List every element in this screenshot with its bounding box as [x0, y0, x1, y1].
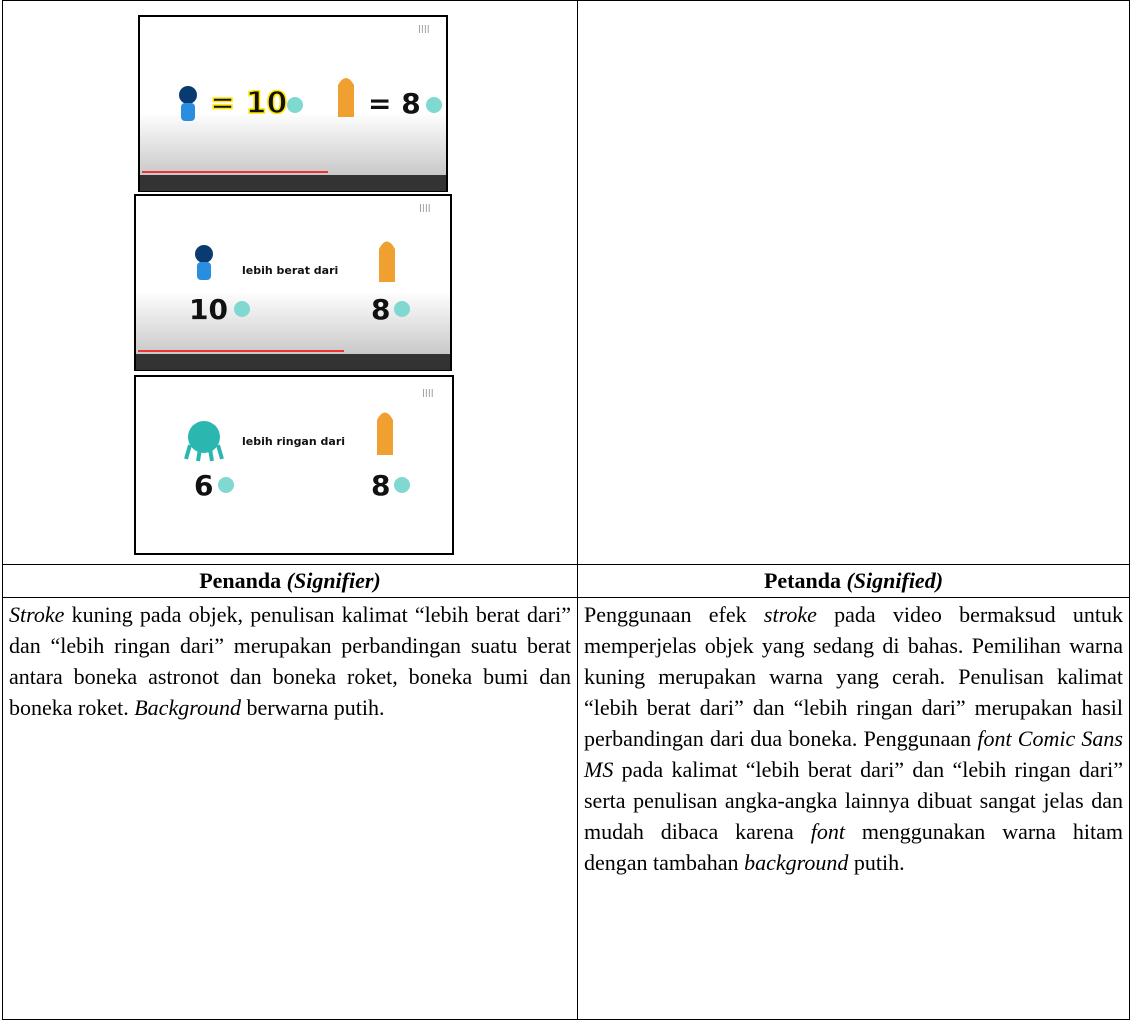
svg-text:||||: ||||: [418, 24, 430, 33]
cell-text: putih.: [848, 850, 905, 875]
cell-text: font: [810, 819, 845, 844]
cell-text: background: [744, 850, 849, 875]
frame-text: lebih ringan dari: [242, 435, 345, 448]
frame-text: 6: [194, 469, 213, 502]
header-cell: Penanda (Signifier): [2, 564, 578, 598]
image-row: |||| = 10 = 8 |||| lebih berat dari 10: [2, 0, 1130, 565]
video-frame: |||| lebih ringan dari 6 8: [134, 375, 454, 555]
body-row: Stroke kuning pada objek, penulisan kali…: [2, 597, 1130, 1020]
cell-text: stroke: [763, 602, 817, 627]
svg-text:||||: ||||: [422, 388, 434, 397]
svg-text:||||: ||||: [419, 203, 431, 212]
cell-text: Background: [134, 695, 241, 720]
frame-text: lebih berat dari: [242, 264, 338, 277]
frame-text: = 10: [210, 86, 287, 121]
frame-text: = 8: [368, 87, 421, 120]
cell-text: Stroke: [9, 602, 65, 627]
video-frame: |||| lebih berat dari 10 8: [134, 194, 452, 371]
cell-text: Penggunaan efek: [584, 602, 764, 627]
cell-text: font Comic Sans MS: [584, 726, 1123, 782]
cell-text: berwarna putih.: [240, 695, 385, 720]
video-frame: |||| = 10 = 8: [138, 15, 448, 192]
frame-text: 8: [371, 293, 390, 326]
image-cell: |||| = 10 = 8 |||| lebih berat dari 10: [2, 0, 578, 565]
cell-text: pada kalimat “lebih berat dari” dan “leb…: [584, 757, 1123, 844]
body-cell: Penggunaan efek stroke pada video bermak…: [577, 597, 1130, 1020]
header-text: Petanda: [763, 568, 847, 593]
cell-text: menggunakan warna hitam dengan tambahan: [584, 819, 1123, 875]
header-text: (Signified): [846, 568, 944, 593]
empty-cell: [577, 0, 1130, 565]
cell-text: kuning pada objek, penulisan kalimat “le…: [9, 602, 571, 720]
frame-text: 10: [189, 293, 228, 326]
header-cell: Petanda (Signified): [577, 564, 1130, 598]
cell-text: pada video bermaksud untuk memperjelas o…: [584, 602, 1123, 751]
body-cell: Stroke kuning pada objek, penulisan kali…: [2, 597, 578, 1020]
header-text: Penanda: [199, 568, 287, 593]
header-row: Penanda (Signifier) Petanda (Signified): [2, 564, 1130, 598]
header-text: (Signifier): [286, 568, 381, 593]
frame-text: 8: [371, 469, 390, 502]
